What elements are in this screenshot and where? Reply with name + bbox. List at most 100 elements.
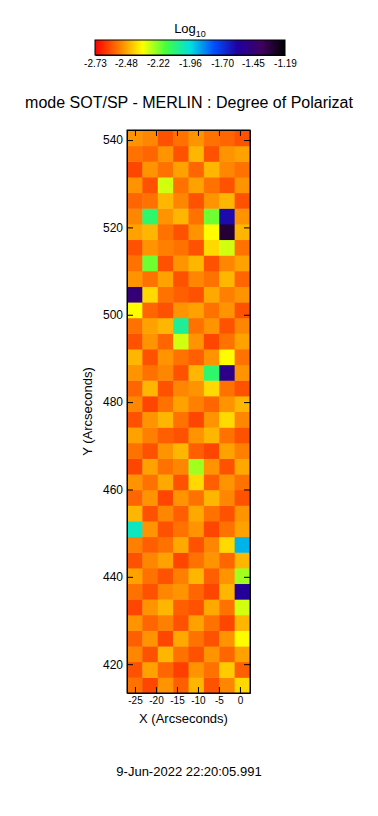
heatmap-cell bbox=[235, 380, 250, 396]
heatmap-cell bbox=[204, 333, 220, 349]
heatmap-cell bbox=[204, 380, 220, 396]
colorbar-tick: -1.45 bbox=[242, 55, 265, 69]
heatmap-cell bbox=[219, 302, 235, 318]
heatmap-cell bbox=[142, 208, 158, 224]
heatmap-cell bbox=[204, 255, 220, 271]
heatmap-cell bbox=[235, 646, 250, 662]
heatmap-cell bbox=[127, 286, 143, 302]
heatmap-cell bbox=[158, 630, 174, 646]
heatmap-cell bbox=[219, 240, 235, 256]
heatmap-cell bbox=[127, 130, 143, 146]
heatmap-cell bbox=[235, 537, 250, 553]
heatmap-cell bbox=[173, 537, 189, 553]
y-axis: 420440460480500520540 bbox=[103, 131, 133, 694]
heatmap-cell bbox=[189, 646, 205, 662]
heatmap-cell bbox=[219, 490, 235, 506]
y-axis-tick: 520 bbox=[103, 221, 133, 235]
heatmap-cell bbox=[189, 380, 205, 396]
heatmap-cell bbox=[235, 193, 250, 209]
heatmap-cell bbox=[173, 302, 189, 318]
heatmap-cell bbox=[173, 474, 189, 490]
heatmap bbox=[127, 130, 250, 693]
heatmap-cell bbox=[127, 568, 143, 584]
y-axis-right-tick-mark bbox=[244, 664, 250, 665]
heatmap-cell bbox=[158, 458, 174, 474]
heatmap-cell bbox=[235, 474, 250, 490]
heatmap-cell bbox=[219, 412, 235, 428]
y-axis-tick: 540 bbox=[103, 133, 133, 147]
heatmap-cell bbox=[189, 146, 205, 162]
heatmap-cell bbox=[189, 505, 205, 521]
heatmap-cell bbox=[204, 271, 220, 287]
heatmap-cell bbox=[173, 662, 189, 678]
heatmap-cell bbox=[158, 521, 174, 537]
heatmap-cell bbox=[142, 396, 158, 412]
heatmap-cell bbox=[189, 349, 205, 365]
y-axis-tick: 420 bbox=[103, 658, 133, 672]
colorbar-tick-label: -1.70 bbox=[211, 58, 234, 69]
heatmap-cell bbox=[204, 318, 220, 334]
x-axis-tick: -5 bbox=[215, 687, 224, 706]
colorbar-tick-label: -1.19 bbox=[274, 58, 297, 69]
heatmap-cell bbox=[158, 474, 174, 490]
heatmap-cell bbox=[173, 318, 189, 334]
heatmap-cell bbox=[204, 458, 220, 474]
heatmap-cell bbox=[158, 302, 174, 318]
heatmap-cell bbox=[173, 271, 189, 287]
heatmap-cell bbox=[158, 146, 174, 162]
heatmap-cell bbox=[235, 443, 250, 459]
heatmap-cell bbox=[158, 490, 174, 506]
heatmap-cell bbox=[158, 615, 174, 631]
heatmap-cell bbox=[158, 130, 174, 146]
heatmap-cell bbox=[189, 240, 205, 256]
heatmap-cell bbox=[219, 365, 235, 381]
x-axis-top-tick-mark bbox=[240, 130, 241, 136]
y-axis-right-tick bbox=[244, 664, 250, 665]
x-axis-tick: -20 bbox=[149, 687, 164, 706]
heatmap-cell bbox=[158, 255, 174, 271]
heatmap-cell bbox=[204, 177, 220, 193]
heatmap-cell bbox=[235, 630, 250, 646]
heatmap-cell bbox=[204, 412, 220, 428]
colorbar-tick: -2.22 bbox=[147, 55, 170, 69]
heatmap-cell bbox=[142, 161, 158, 177]
heatmap-cell bbox=[142, 193, 158, 209]
heatmap-cell bbox=[173, 505, 189, 521]
heatmap-cell bbox=[158, 286, 174, 302]
heatmap-cell bbox=[173, 568, 189, 584]
heatmap-cell bbox=[127, 177, 143, 193]
heatmap-cell bbox=[219, 177, 235, 193]
heatmap-cell bbox=[235, 318, 250, 334]
heatmap-cell bbox=[127, 333, 143, 349]
heatmap-cell bbox=[142, 427, 158, 443]
heatmap-cell bbox=[235, 224, 250, 240]
heatmap-cell bbox=[158, 224, 174, 240]
x-axis-tick-mark bbox=[219, 687, 220, 693]
heatmap-cell bbox=[189, 396, 205, 412]
heatmap-cell bbox=[127, 458, 143, 474]
heatmap-cell bbox=[142, 177, 158, 193]
heatmap-cell bbox=[189, 443, 205, 459]
heatmap-cell bbox=[219, 443, 235, 459]
heatmap-cell bbox=[173, 443, 189, 459]
heatmap-cell bbox=[204, 443, 220, 459]
heatmap-cell bbox=[158, 584, 174, 600]
colorbar-label: Log10 bbox=[174, 21, 206, 39]
heatmap-cell bbox=[173, 630, 189, 646]
heatmap-cell bbox=[127, 521, 143, 537]
heatmap-cell bbox=[142, 224, 158, 240]
heatmap-cell bbox=[158, 677, 174, 693]
colorbar-tick: -2.73 bbox=[84, 55, 107, 69]
heatmap-cell bbox=[204, 677, 220, 693]
heatmap-cell bbox=[189, 521, 205, 537]
heatmap-cell bbox=[158, 240, 174, 256]
heatmap-cell bbox=[189, 255, 205, 271]
heatmap-cell bbox=[158, 318, 174, 334]
heatmap-cell bbox=[235, 302, 250, 318]
heatmap-cell bbox=[189, 490, 205, 506]
heatmap-cell bbox=[158, 662, 174, 678]
y-axis-tick-label: 440 bbox=[103, 570, 123, 584]
heatmap-cell bbox=[158, 396, 174, 412]
colorbar-tick-label: -2.48 bbox=[115, 58, 138, 69]
heatmap-cell bbox=[235, 271, 250, 287]
